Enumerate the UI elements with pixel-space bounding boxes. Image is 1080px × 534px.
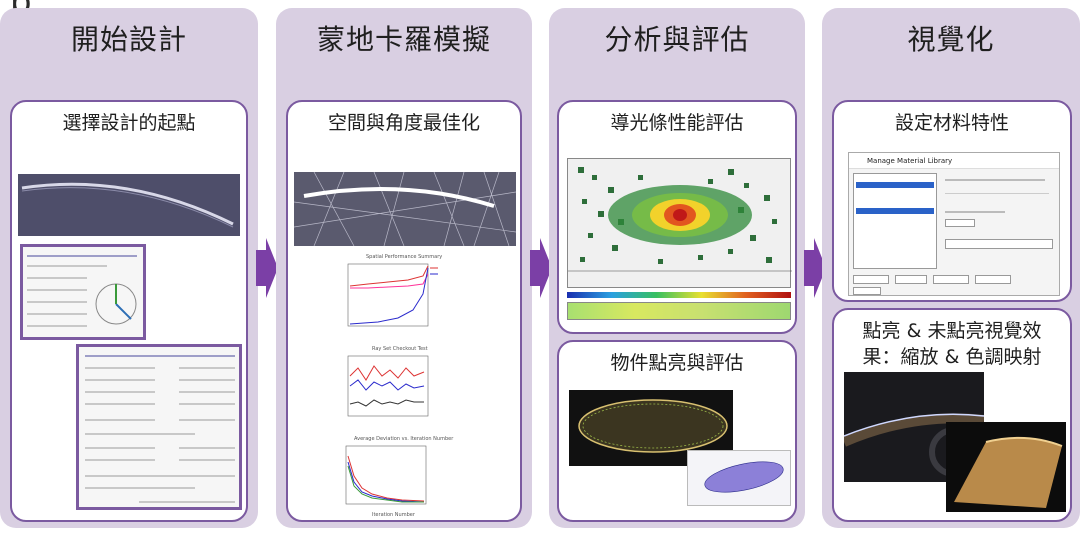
chart-1-plot xyxy=(347,263,438,327)
chart-title: Spatial Performance Summary xyxy=(366,254,443,260)
card-choose-starting-point: 選擇設計的起點 xyxy=(10,100,248,522)
colorbar xyxy=(567,292,791,298)
warm-panel-render-icon xyxy=(954,436,1063,508)
prism-parameters-panel xyxy=(76,344,242,510)
lightguide-strip-view xyxy=(567,302,791,320)
card-lightguide-performance: 導光條性能評估 xyxy=(557,100,797,334)
mesh-icon xyxy=(704,461,784,493)
chart-title: Ray Set Checkout Test xyxy=(372,346,428,352)
delete-material-button[interactable] xyxy=(933,275,969,284)
intensity-heatmap xyxy=(567,158,792,288)
material-library-dialog: Manage Material Library xyxy=(848,152,1060,296)
parameter-panel xyxy=(20,244,146,340)
chart-title: Average Deviation vs. Iteration Number xyxy=(354,436,454,442)
material-type-dropdown[interactable] xyxy=(945,239,1053,249)
card-lit-unlit-visualization: 點亮 & 未點亮視覺效果：縮放 & 色調映射 xyxy=(832,308,1072,522)
column-title: 開始設計 xyxy=(70,23,187,56)
card-material-properties: 設定材料特性 Manage Material Library xyxy=(832,100,1072,302)
column-start-design: 開始設計 選擇設計的起點 xyxy=(0,8,258,528)
create-material-button[interactable] xyxy=(853,275,889,284)
average-deviation-chart: Average Deviation vs. Iteration Number I… xyxy=(332,436,482,520)
card-title: 選擇設計的起點 xyxy=(62,112,196,134)
object-render-icon xyxy=(578,399,728,453)
copy-material-button[interactable] xyxy=(975,275,1011,284)
lightguide-3d-view xyxy=(18,174,240,236)
spatial-performance-chart: Spatial Performance Summary xyxy=(338,254,468,334)
ray-trace-view xyxy=(293,171,517,247)
card-title: 空間與角度最佳化 xyxy=(327,112,480,134)
column-visualization: 視覺化 設定材料特性 Manage Material Library 點亮 & … xyxy=(822,8,1080,528)
column-analysis-evaluation: 分析與評估 導光條性能評估 xyxy=(549,8,805,528)
card-title: 物件點亮與評估 xyxy=(610,352,744,374)
interior-render-warm xyxy=(946,422,1066,512)
flow-arrow-icon xyxy=(256,238,278,298)
column-title: 視覺化 xyxy=(907,23,995,56)
flow-arrow-icon xyxy=(804,238,826,298)
column-title: 蒙地卡羅模擬 xyxy=(316,23,491,56)
column-title: 分析與評估 xyxy=(604,23,750,56)
column-monte-carlo: 蒙地卡羅模擬 空間與角度最佳化 Spatial Performance Summ… xyxy=(276,8,532,528)
ray-set-chart: Ray Set Checkout Test xyxy=(338,346,468,426)
card-spatial-angular-optimization: 空間與角度最佳化 Spatial Performance Summary xyxy=(286,100,522,522)
close-button[interactable] xyxy=(853,287,881,295)
card-title: 導光條性能評估 xyxy=(610,112,744,134)
orientation-diagram-icon xyxy=(95,283,137,325)
mesh-render-view xyxy=(687,450,791,506)
card-object-lighting: 物件點亮與評估 xyxy=(557,340,797,522)
chart-2-plot xyxy=(347,355,429,417)
card-title: 設定材料特性 xyxy=(894,112,1009,134)
x-axis-label: Iteration Number xyxy=(372,512,415,518)
heatmap-plot xyxy=(568,167,792,272)
chart-3-plot xyxy=(345,445,427,505)
card-title: 點亮 & 未點亮視覺效果：縮放 & 色調映射 xyxy=(862,320,1042,368)
material-list[interactable] xyxy=(853,173,937,269)
dialog-title: Manage Material Library xyxy=(867,157,953,165)
lightguide-curve-icon xyxy=(21,182,234,228)
flow-arrow-icon xyxy=(530,238,552,298)
ray-fan-icon xyxy=(293,171,517,247)
edit-material-button[interactable] xyxy=(895,275,927,284)
